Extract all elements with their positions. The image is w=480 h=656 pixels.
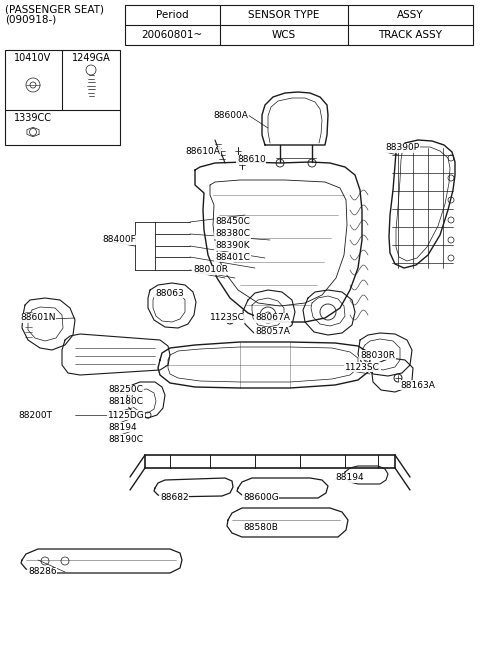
Text: 88400F: 88400F: [102, 236, 136, 245]
Text: 88610: 88610: [237, 155, 266, 165]
Text: SENSOR TYPE: SENSOR TYPE: [248, 10, 320, 20]
Text: 88250C: 88250C: [108, 386, 143, 394]
Text: 88057A: 88057A: [255, 327, 290, 337]
Text: 88286: 88286: [28, 567, 57, 577]
Text: 1339CC: 1339CC: [14, 113, 52, 123]
Text: 88180C: 88180C: [108, 398, 143, 407]
Text: Period: Period: [156, 10, 188, 20]
Text: 1123SC: 1123SC: [210, 314, 245, 323]
Text: 88194: 88194: [335, 474, 364, 483]
Text: 88682: 88682: [160, 493, 189, 502]
Text: ASSY: ASSY: [396, 10, 423, 20]
Text: 88401C: 88401C: [215, 253, 250, 262]
Text: 88194: 88194: [108, 422, 137, 432]
Text: 88163A: 88163A: [400, 380, 435, 390]
Text: 88600G: 88600G: [243, 493, 279, 502]
Text: 88580B: 88580B: [243, 523, 278, 533]
Text: 88063: 88063: [155, 289, 184, 298]
Text: 88600A: 88600A: [213, 110, 248, 119]
Text: 88380C: 88380C: [215, 230, 250, 239]
Text: 88390P: 88390P: [385, 144, 419, 152]
Text: 88030R: 88030R: [360, 350, 395, 359]
Text: 88010R: 88010R: [193, 266, 228, 274]
Text: 1123SC: 1123SC: [345, 363, 380, 371]
Text: 88450C: 88450C: [215, 218, 250, 226]
Text: (PASSENGER SEAT): (PASSENGER SEAT): [5, 5, 104, 15]
Text: (090918-): (090918-): [5, 15, 56, 25]
Bar: [5, 50, 120, 145]
Text: 1125DG: 1125DG: [108, 411, 145, 419]
Text: TRACK ASSY: TRACK ASSY: [378, 30, 442, 40]
Text: 10410V: 10410V: [14, 53, 52, 63]
Bar: [125, 5, 473, 45]
Text: 1249GA: 1249GA: [72, 53, 110, 63]
Text: WCS: WCS: [272, 30, 296, 40]
Text: 88610A: 88610A: [185, 148, 220, 157]
Text: 88190C: 88190C: [108, 434, 143, 443]
Text: 88067A: 88067A: [255, 314, 290, 323]
Text: 88601N: 88601N: [20, 314, 56, 323]
Text: 20060801~: 20060801~: [142, 30, 203, 40]
Text: 88390K: 88390K: [215, 241, 250, 251]
Text: 88200T: 88200T: [18, 411, 52, 419]
